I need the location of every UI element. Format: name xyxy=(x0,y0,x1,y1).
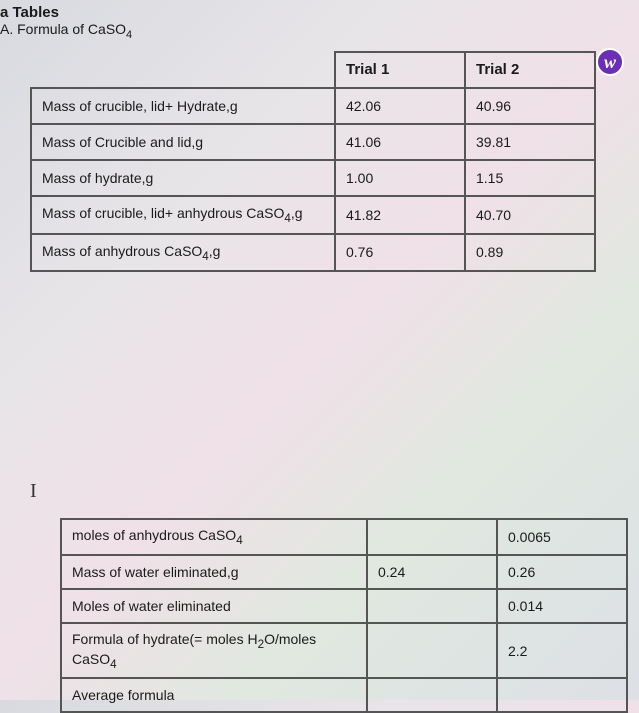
table-row: Mass of crucible, lid+ Hydrate,g 42.06 4… xyxy=(31,88,595,124)
cell-t1: 41.06 xyxy=(335,124,465,160)
cell-t1 xyxy=(367,519,497,555)
page-header: a Tables A. Formula of CaSO4 xyxy=(0,0,639,51)
header-trial1: Trial 1 xyxy=(335,52,465,88)
cell-t1 xyxy=(367,678,497,712)
cell-t2: 39.81 xyxy=(465,124,595,160)
table-row: Mass of crucible, lid+ anhydrous CaSO4,g… xyxy=(31,196,595,234)
row-label: Formula of hydrate(= moles H2O/moles CaS… xyxy=(61,623,367,679)
table-row: Formula of hydrate(= moles H2O/moles CaS… xyxy=(61,623,627,679)
row-label: Mass of water eliminated,g xyxy=(61,555,367,589)
header-blank xyxy=(31,52,335,88)
cell-t2 xyxy=(497,678,627,712)
cell-t2: 0.26 xyxy=(497,555,627,589)
row-label: Mass of crucible, lid+ anhydrous CaSO4,g xyxy=(31,196,335,234)
cell-t1: 41.82 xyxy=(335,196,465,234)
table-row: Mass of Crucible and lid,g 41.06 39.81 xyxy=(31,124,595,160)
row-label: Average formula xyxy=(61,678,367,712)
header-trial2: Trial 2 xyxy=(465,52,595,88)
table-row: Mass of hydrate,g 1.00 1.15 xyxy=(31,160,595,196)
cell-t1: 42.06 xyxy=(335,88,465,124)
table-row: Mass of water eliminated,g 0.24 0.26 xyxy=(61,555,627,589)
cell-t2: 2.2 xyxy=(497,623,627,679)
cell-t2: 0.0065 xyxy=(497,519,627,555)
cell-t1 xyxy=(367,589,497,623)
cell-t1 xyxy=(367,623,497,679)
table-row: moles of anhydrous CaSO4 0.0065 xyxy=(61,519,627,555)
cell-t2: 1.15 xyxy=(465,160,595,196)
table-row: Average formula xyxy=(61,678,627,712)
table-row: Moles of water eliminated 0.014 xyxy=(61,589,627,623)
row-label: Mass of Crucible and lid,g xyxy=(31,124,335,160)
cell-t1: 1.00 xyxy=(335,160,465,196)
row-label: Moles of water eliminated xyxy=(61,589,367,623)
data-table-2: moles of anhydrous CaSO4 0.0065 Mass of … xyxy=(60,518,628,713)
header-title: a Tables xyxy=(0,4,639,21)
cell-t2: 0.014 xyxy=(497,589,627,623)
row-label: moles of anhydrous CaSO4 xyxy=(61,519,367,555)
cell-t2: 0.89 xyxy=(465,234,595,272)
row-label: Mass of crucible, lid+ Hydrate,g xyxy=(31,88,335,124)
cell-t1: 0.24 xyxy=(367,555,497,589)
table-row: Mass of anhydrous CaSO4,g 0.76 0.89 xyxy=(31,234,595,272)
header-subtitle: A. Formula of CaSO4 xyxy=(0,21,639,41)
cell-t1: 0.76 xyxy=(335,234,465,272)
row-label: Mass of hydrate,g xyxy=(31,160,335,196)
row-label: Mass of anhydrous CaSO4,g xyxy=(31,234,335,272)
data-table-1: Trial 1 Trial 2 Mass of crucible, lid+ H… xyxy=(30,51,596,273)
text-cursor-icon: I xyxy=(30,480,37,503)
cell-t2: 40.70 xyxy=(465,196,595,234)
table-header-row: Trial 1 Trial 2 xyxy=(31,52,595,88)
cell-t2: 40.96 xyxy=(465,88,595,124)
app-badge-icon[interactable]: w xyxy=(596,48,624,76)
